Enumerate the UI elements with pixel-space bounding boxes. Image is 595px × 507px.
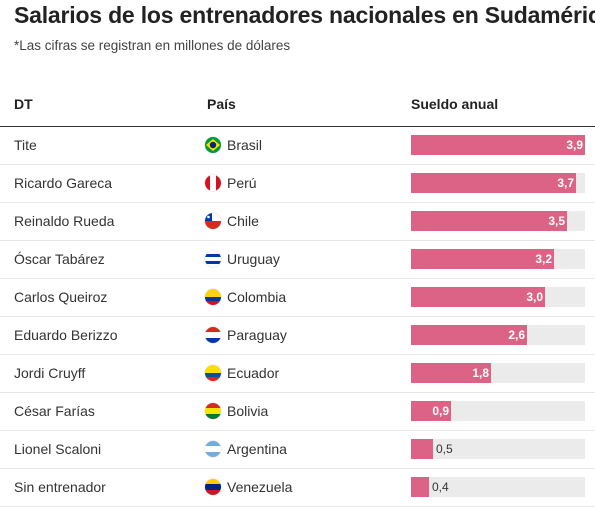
peru-flag-icon (205, 175, 221, 191)
bar-value-label: 3,9 (566, 138, 583, 152)
coach-name: Carlos Queiroz (14, 289, 108, 305)
table-row: Ricardo Gareca Perú 3,7 (0, 164, 595, 203)
country-name: Perú (227, 175, 257, 191)
coach-name: César Farías (14, 403, 95, 419)
bar-value-label: 1,8 (472, 366, 489, 380)
table-row: Jordi Cruyff Ecuador 1,8 (0, 354, 595, 393)
bar-value-label: 0,9 (432, 404, 449, 418)
table-row: Reinaldo Rueda Chile 3,5 (0, 202, 595, 241)
argentina-flag-icon (205, 441, 221, 457)
country-name: Ecuador (227, 365, 280, 381)
salary-bar (411, 173, 576, 193)
salary-bar (411, 363, 491, 383)
colombia-flag-icon (205, 289, 221, 305)
salary-bar (411, 249, 554, 269)
bar-track: 3,2 (411, 249, 585, 269)
bar-value-label: 3,0 (526, 290, 543, 304)
ecuador-flag-icon (205, 365, 221, 381)
coach-name: Reinaldo Rueda (14, 213, 115, 229)
bar-track: 1,8 (411, 363, 585, 383)
bar-value-label: 0,5 (436, 442, 453, 456)
country-name: Bolivia (227, 403, 269, 419)
bar-track: 2,6 (411, 325, 585, 345)
bar-value-label: 3,7 (557, 176, 574, 190)
bar-track: 3,0 (411, 287, 585, 307)
salary-bar (411, 401, 451, 421)
coach-name: Ricardo Gareca (14, 175, 113, 191)
country-name: Paraguay (227, 327, 287, 343)
bar-track: 0,9 (411, 401, 585, 421)
coach-name: Sin entrenador (14, 479, 106, 495)
country-name: Chile (227, 213, 259, 229)
country-name: Uruguay (227, 251, 280, 267)
column-header-dt: DT (14, 96, 33, 112)
country-name: Argentina (227, 441, 287, 457)
bar-value-label: 2,6 (508, 328, 525, 342)
coach-name: Lionel Scaloni (14, 441, 102, 457)
coach-name: Jordi Cruyff (14, 365, 86, 381)
bar-track: 0,4 (411, 477, 585, 497)
table-row: Eduardo Berizzo Paraguay 2,6 (0, 316, 595, 355)
table-row: Sin entrenador Venezuela 0,4 (0, 468, 595, 507)
salary-bar (411, 211, 567, 231)
table-header: DT País Sueldo anual (0, 88, 595, 127)
country-name: Colombia (227, 289, 287, 305)
bar-value-label: 3,5 (548, 214, 565, 228)
table-row: César Farías Bolivia 0,9 (0, 392, 595, 431)
column-header-sueldo: Sueldo anual (411, 96, 499, 112)
table-row: Carlos Queiroz Colombia 3,0 (0, 278, 595, 317)
chart-subtitle: *Las cifras se registran en millones de … (14, 38, 291, 53)
bar-value-label: 0,4 (432, 480, 449, 494)
bar-track: 3,9 (411, 135, 585, 155)
bar-track: 0,5 (411, 439, 585, 459)
brasil-flag-icon (205, 137, 221, 153)
coach-name: Eduardo Berizzo (14, 327, 118, 343)
salary-bar (411, 135, 585, 155)
column-header-pais: País (207, 96, 236, 112)
salary-bar (411, 477, 429, 497)
salary-bar (411, 287, 545, 307)
bolivia-flag-icon (205, 403, 221, 419)
table-row: Tite Brasil 3,9 (0, 126, 595, 165)
table-row: Lionel Scaloni Argentina 0,5 (0, 430, 595, 469)
chart-title: Salarios de los entrenadores nacionales … (14, 2, 595, 28)
country-name: Venezuela (227, 479, 293, 495)
country-name: Brasil (227, 137, 263, 153)
venezuela-flag-icon (205, 479, 221, 495)
bar-track: 3,5 (411, 211, 585, 231)
coach-name: Tite (14, 137, 37, 153)
coach-name: Óscar Tabárez (14, 251, 105, 267)
salary-bar (411, 439, 433, 459)
paraguay-flag-icon (205, 327, 221, 343)
bar-track: 3,7 (411, 173, 585, 193)
salary-bar (411, 325, 527, 345)
chile-flag-icon (205, 213, 221, 229)
uruguay-flag-icon (205, 251, 221, 267)
table-row: Óscar Tabárez Uruguay 3,2 (0, 240, 595, 279)
bar-value-label: 3,2 (535, 252, 552, 266)
